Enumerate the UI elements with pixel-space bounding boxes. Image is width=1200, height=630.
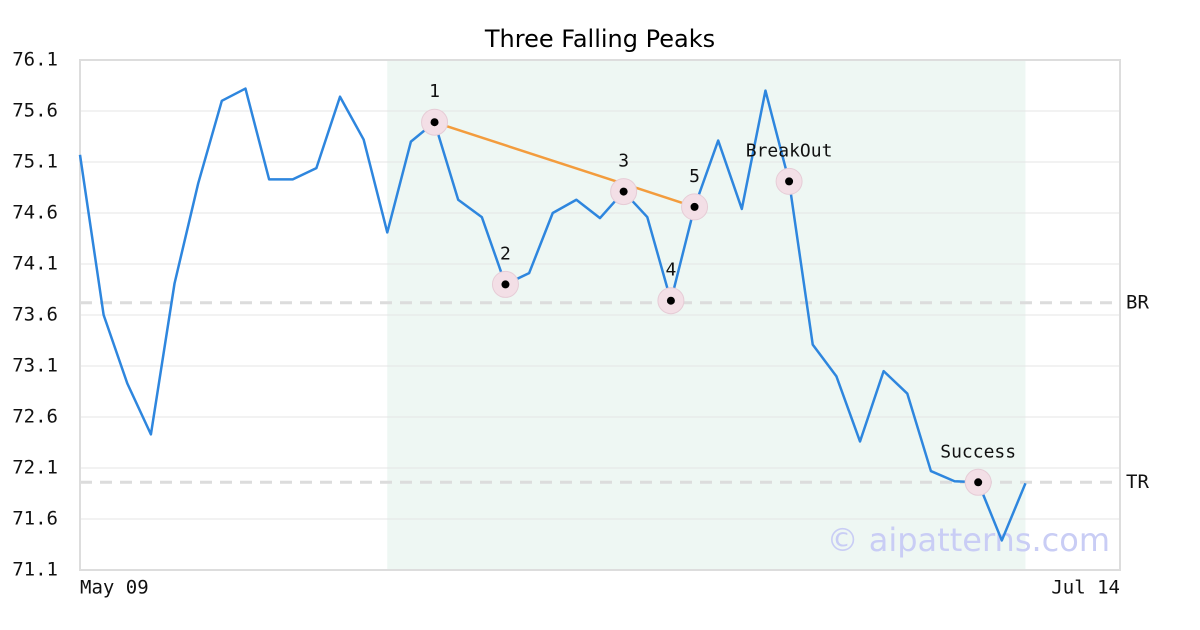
marker-dot: [666, 296, 675, 305]
marker-label: BreakOut: [746, 140, 833, 161]
marker-dot: [619, 187, 628, 196]
marker-label: 4: [665, 260, 676, 281]
plot-border: [79, 59, 1121, 571]
y-tick-label: 71.1: [12, 559, 58, 581]
reference-label: BR: [1126, 291, 1149, 313]
marker-dot: [785, 177, 794, 186]
y-tick-label: 72.1: [12, 457, 58, 479]
marker-dot: [430, 118, 439, 127]
x-tick-label: May 09: [80, 577, 149, 599]
marker-label: 1: [429, 81, 440, 102]
reference-label: TR: [1126, 471, 1149, 493]
y-tick-label: 75.6: [12, 100, 58, 122]
marker-label: Success: [940, 441, 1016, 462]
marker-dot: [501, 280, 510, 289]
chart-title: Three Falling Peaks: [484, 25, 715, 53]
y-tick-label: 73.6: [12, 304, 58, 326]
trend-line: [434, 121, 695, 209]
y-tick-label: 74.1: [12, 253, 58, 275]
marker-label: 5: [689, 166, 700, 187]
y-tick-label: 75.1: [12, 151, 58, 173]
x-tick-label: Jul 14: [1051, 577, 1120, 599]
y-tick-label: 74.6: [12, 202, 58, 224]
marker-label: 3: [618, 151, 629, 172]
y-tick-label: 73.1: [12, 355, 58, 377]
y-tick-label: 76.1: [12, 49, 58, 71]
y-tick-label: 71.6: [12, 508, 58, 530]
y-tick-label: 72.6: [12, 406, 58, 428]
marker-label: 2: [500, 243, 511, 264]
watermark: © aipatterns.com: [827, 521, 1110, 559]
marker-dot: [690, 202, 699, 211]
price-line: [78, 87, 1027, 542]
marker-dot: [974, 478, 983, 487]
